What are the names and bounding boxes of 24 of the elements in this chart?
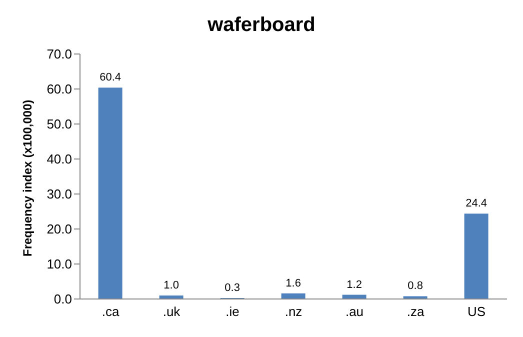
y-tick-label: 10.0	[46, 256, 72, 272]
x-tick-label: .uk	[162, 304, 181, 320]
y-tick-label: 50.0	[46, 116, 72, 132]
chart-title: waferboard	[206, 13, 316, 38]
data-label: 0.8	[408, 280, 423, 292]
y-tick-label: 70.0	[46, 46, 72, 62]
x-tick-label: .nz	[284, 304, 302, 320]
x-tick-label: .ca	[102, 304, 120, 320]
y-tick-label: 0.0	[54, 292, 72, 307]
y-tick-label: 30.0	[46, 186, 72, 202]
x-tick-label: .au	[345, 304, 364, 320]
data-label: 0.3	[224, 282, 240, 294]
data-label: 1.0	[164, 280, 179, 292]
data-label: 24.4	[466, 198, 488, 210]
x-tick-label: .za	[406, 304, 425, 320]
data-label: 1.6	[286, 277, 301, 290]
data-label: 1.2	[346, 278, 362, 291]
y-tick-label: 60.0	[46, 82, 72, 97]
y-tick-label: 40.0	[46, 152, 72, 167]
y-tick-label: 20.0	[46, 222, 72, 237]
x-tick-label: .ie	[226, 304, 240, 320]
x-tick-label: US	[467, 304, 486, 320]
y-axis-title: Frequency index (x100,000)	[20, 100, 34, 256]
data-label: 60.4	[100, 72, 122, 84]
